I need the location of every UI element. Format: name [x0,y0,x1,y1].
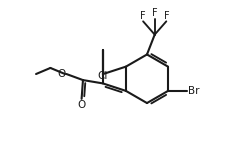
Text: O: O [77,100,86,110]
Text: Cl: Cl [98,71,108,81]
Text: F: F [164,11,170,21]
Text: F: F [152,8,157,18]
Text: F: F [140,11,145,21]
Text: Br: Br [188,86,199,96]
Text: O: O [57,69,65,79]
